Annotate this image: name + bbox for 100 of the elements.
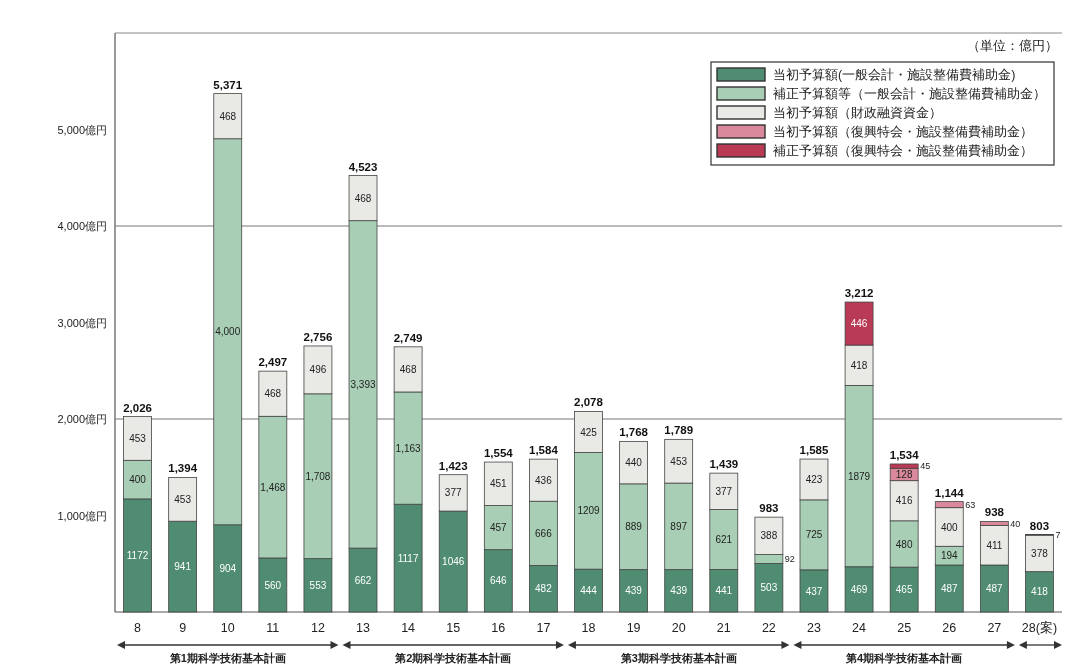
y-tick-label: 5,000億円	[57, 123, 107, 136]
x-tick-label: 21	[716, 621, 731, 635]
data-label: 457	[489, 522, 508, 534]
x-tick-label: 15	[446, 621, 461, 635]
data-label: 487	[986, 583, 1004, 595]
legend-label: 補正予算額（復興特会・施設整備費補助金）	[773, 144, 1033, 158]
data-label: 1209	[577, 505, 601, 517]
data-label: 1172	[126, 550, 149, 562]
annotation: （単位：億円）	[967, 39, 1058, 53]
x-tick-label: 8	[134, 621, 142, 635]
total-label: 4,523	[348, 160, 378, 173]
data-label: 439	[670, 585, 688, 597]
data-label: 889	[625, 521, 643, 533]
total-label: 2,078	[574, 396, 604, 409]
data-label: 1046	[442, 556, 465, 568]
legend-label: 当初予算額（財政融資資金）	[773, 106, 942, 120]
total-label: 1,394	[168, 462, 198, 475]
data-label: 377	[444, 487, 462, 499]
data-label: 416	[895, 495, 913, 507]
data-label: 4,000	[215, 326, 241, 338]
x-tick-label: 9	[179, 621, 187, 635]
data-label: 377	[715, 485, 733, 497]
legend-label: 当初予算額(一般会計・施設整備費補助金)	[773, 68, 1016, 82]
total-label: 5,371	[213, 78, 243, 91]
data-label: 40	[1010, 518, 1021, 529]
legend-label: 当初予算額（復興特会・施設整備費補助金）	[773, 125, 1033, 139]
data-label: 453	[174, 493, 192, 505]
total-label: 3,212	[844, 287, 874, 300]
x-tick-label: 14	[401, 621, 416, 635]
total-label: 2,497	[258, 356, 288, 369]
x-tick-label: 23	[807, 621, 821, 635]
data-label: 560	[264, 579, 282, 591]
x-tick-label: 20	[671, 621, 686, 635]
total-label: 2,026	[123, 401, 152, 414]
total-label: 938	[984, 506, 1005, 519]
data-label: 453	[129, 433, 147, 445]
data-label: 378	[1031, 548, 1049, 560]
total-label: 2,749	[393, 331, 423, 344]
data-label: 1117	[397, 552, 419, 564]
x-tick-label: 25	[897, 621, 912, 635]
x-tick-label: 27	[987, 621, 1002, 635]
x-tick-label: 13	[356, 621, 371, 635]
data-label: 1,468	[260, 481, 286, 493]
data-label: 904	[219, 562, 237, 574]
x-tick-label: 10	[220, 621, 235, 635]
text: 第2期科学技術基本計画	[394, 652, 512, 664]
total-label: 983	[759, 502, 779, 515]
text: 第1期科学技術基本計画	[168, 652, 286, 664]
data-label: 468	[219, 110, 237, 122]
data-label: 444	[580, 585, 598, 597]
data-label: 400	[129, 474, 147, 486]
data-label: 468	[264, 388, 282, 400]
total-label: 1,584	[529, 444, 559, 457]
x-tick-label: 16	[491, 621, 506, 635]
data-label: 468	[399, 364, 417, 375]
data-label: 436	[535, 474, 553, 486]
data-label: 496	[309, 364, 327, 376]
total-label: 1,439	[709, 458, 739, 471]
data-label: 7	[1055, 530, 1061, 541]
data-label: 45	[920, 461, 931, 472]
data-label: 941	[174, 561, 192, 573]
data-label: 1,163	[395, 442, 422, 454]
x-tick-label: 22	[761, 621, 776, 635]
data-label: 3,393	[350, 379, 376, 390]
total-label: 2,756	[303, 330, 333, 343]
data-label: 482	[535, 583, 553, 595]
total-label: 803	[1029, 519, 1050, 532]
data-label: 646	[489, 575, 508, 587]
total-label: 1,554	[483, 447, 514, 460]
text: 第4期科学技術基本計画	[845, 652, 963, 664]
data-label: 418	[1031, 586, 1049, 598]
total-label: 1,789	[664, 424, 694, 437]
x-tick-label: 26	[942, 621, 957, 635]
x-tick-label: 24	[852, 621, 867, 635]
x-tick-label: 11	[266, 621, 280, 635]
data-label: 503	[760, 582, 778, 594]
data-label: 425	[580, 426, 598, 438]
y-tick-label: 1,000億円	[57, 509, 107, 522]
data-label: 666	[535, 527, 553, 539]
data-label: 63	[965, 499, 976, 510]
data-label: 480	[895, 538, 913, 550]
total-label: 1,585	[799, 444, 829, 457]
total-label: 1,534	[889, 448, 920, 461]
y-tick-label: 3,000億円	[57, 316, 107, 329]
data-label: 468	[354, 192, 372, 204]
x-tick-label: 17	[536, 621, 551, 635]
data-label: 439	[625, 585, 643, 597]
data-label: 92	[784, 554, 795, 565]
x-tick-label: 18	[581, 621, 596, 635]
data-label: 465	[895, 584, 913, 596]
data-label: 897	[670, 520, 688, 532]
data-label: 400	[940, 521, 959, 533]
data-label: 194	[940, 550, 959, 562]
data-label: 725	[805, 529, 823, 541]
data-label: 441	[715, 585, 733, 597]
data-label: 453	[670, 455, 688, 467]
data-label: 1879	[847, 470, 871, 482]
data-label: 437	[805, 585, 823, 597]
data-label: 388	[760, 530, 778, 542]
data-label: 423	[805, 474, 823, 486]
